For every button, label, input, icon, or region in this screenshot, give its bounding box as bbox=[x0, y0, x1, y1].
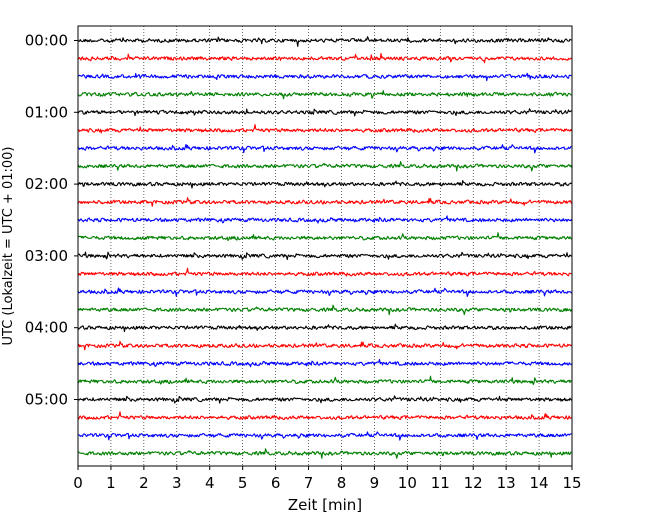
y-axis-label: UTC (Lokalzeit = UTC + 01:00) bbox=[1, 147, 16, 346]
trace-line-0430 bbox=[77, 358, 572, 368]
trace-line-0245 bbox=[77, 232, 572, 241]
trace-line-0500 bbox=[77, 395, 572, 404]
trace-line-0415 bbox=[77, 340, 572, 351]
x-tick-label: 7 bbox=[304, 474, 314, 492]
trace-line-0330 bbox=[77, 287, 572, 298]
x-tick-label: 8 bbox=[337, 474, 347, 492]
x-tick-label: 4 bbox=[205, 474, 215, 492]
trace-line-0515 bbox=[77, 411, 572, 421]
x-tick-label: 15 bbox=[562, 474, 581, 492]
vertical-gridlines bbox=[110, 26, 540, 466]
trace-line-0045 bbox=[77, 90, 572, 100]
trace-line-0230 bbox=[77, 215, 572, 224]
x-tick-label: 3 bbox=[172, 474, 182, 492]
y-tick-label: 01:00 bbox=[25, 103, 68, 121]
trace-line-0345 bbox=[77, 304, 573, 316]
x-tick-label: 0 bbox=[73, 474, 83, 492]
x-tick-label: 2 bbox=[139, 474, 149, 492]
trace-line-0445 bbox=[77, 375, 572, 386]
trace-line-0315 bbox=[77, 267, 572, 277]
y-tick-label: 00:00 bbox=[25, 32, 68, 50]
y-tick-label: 02:00 bbox=[25, 175, 68, 193]
seismic-traces bbox=[77, 36, 573, 459]
trace-line-0100 bbox=[77, 108, 572, 117]
trace-line-0530 bbox=[77, 431, 572, 441]
x-tick-label: 11 bbox=[431, 474, 450, 492]
trace-line-0300 bbox=[77, 251, 572, 261]
trace-line-0130 bbox=[77, 143, 572, 154]
x-tick-label: 14 bbox=[530, 474, 549, 492]
y-tick-label: 03:00 bbox=[25, 247, 68, 265]
x-tick-label: 5 bbox=[238, 474, 248, 492]
x-axis-ticks: 0 1 2 3 4 5 6 7 8 9 10 11 12 13 14 15 bbox=[73, 466, 582, 492]
trace-line-0115 bbox=[77, 124, 572, 134]
trace-line-0145 bbox=[77, 161, 573, 172]
x-axis-label: Zeit [min] bbox=[288, 496, 362, 514]
y-axis-ticks: 00:00 01:00 02:00 03:00 04:00 05:00 bbox=[25, 32, 78, 409]
trace-line-0545 bbox=[77, 448, 572, 459]
x-tick-label: 12 bbox=[464, 474, 483, 492]
trace-line-0015 bbox=[77, 52, 572, 64]
trace-line-0200 bbox=[77, 180, 572, 189]
x-tick-label: 10 bbox=[398, 474, 417, 492]
plot-frame bbox=[77, 25, 573, 467]
trace-line-0030 bbox=[77, 72, 572, 82]
x-tick-label: 6 bbox=[271, 474, 281, 492]
x-tick-label: 13 bbox=[497, 474, 516, 492]
y-tick-label: 05:00 bbox=[25, 391, 68, 409]
trace-line-0000 bbox=[77, 36, 572, 47]
y-tick-label: 04:00 bbox=[25, 319, 68, 337]
x-tick-label: 9 bbox=[370, 474, 380, 492]
trace-line-0400 bbox=[77, 323, 572, 333]
x-tick-label: 1 bbox=[106, 474, 116, 492]
trace-line-0215 bbox=[77, 197, 573, 207]
